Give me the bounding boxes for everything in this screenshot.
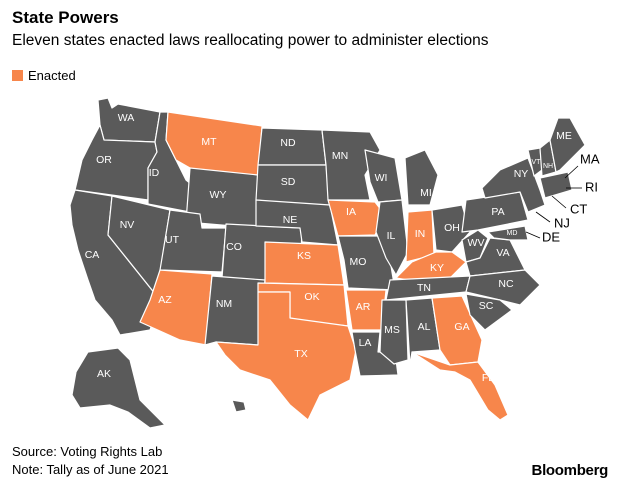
label-AK: AK (97, 368, 111, 380)
label-MO: MO (350, 256, 367, 268)
label-WV: WV (468, 237, 485, 249)
label-AL: AL (418, 321, 431, 333)
label-IL: IL (387, 230, 396, 242)
state-OH (431, 204, 471, 253)
leader-NJ (535, 211, 551, 223)
state-NY (481, 157, 546, 213)
label-ID: ID (149, 167, 160, 179)
chart-subtitle: Eleven states enacted laws reallocating … (12, 32, 489, 49)
label-NE: NE (283, 214, 298, 226)
label-NV: NV (120, 219, 135, 231)
label-AR: AR (356, 301, 371, 313)
label-IN: IN (415, 228, 426, 240)
callout-RI: RI (585, 179, 598, 194)
label-LA: LA (359, 337, 372, 349)
state-NC (465, 269, 541, 306)
tally-note: Note: Tally as of June 2021 (12, 462, 169, 477)
label-PA: PA (491, 206, 504, 218)
label-SD: SD (281, 176, 296, 188)
label-VT: VT (532, 159, 542, 166)
state-NE_SMALL (539, 171, 573, 199)
label-SC: SC (479, 300, 494, 312)
label-NY: NY (514, 168, 529, 180)
state-NM (204, 275, 266, 346)
legend: Enacted (12, 68, 76, 83)
state-HI (231, 399, 247, 413)
label-WI: WI (375, 172, 388, 184)
callout-DE: DE (542, 229, 560, 244)
label-MT: MT (201, 136, 217, 148)
label-CO: CO (226, 241, 242, 253)
state-AL (405, 297, 441, 366)
label-WY: WY (210, 189, 227, 201)
source-note: Source: Voting Rights Lab (12, 444, 163, 459)
label-MD: MD (507, 230, 518, 237)
label-FL: FL (482, 372, 494, 384)
state-FL (411, 351, 509, 421)
label-AZ: AZ (158, 294, 172, 306)
state-TX (215, 291, 357, 421)
state-AK (71, 347, 166, 429)
label-VA: VA (496, 247, 509, 259)
state-MS (379, 299, 409, 365)
legend-label-enacted: Enacted (28, 68, 76, 83)
label-KY: KY (430, 262, 444, 274)
state-MD (487, 225, 529, 241)
label-NM: NM (216, 298, 232, 310)
label-OH: OH (444, 222, 460, 234)
label-WA: WA (118, 112, 135, 124)
bloomberg-logo: Bloomberg (531, 462, 609, 479)
chart-title: State Powers (12, 8, 119, 27)
callout-CT: CT (570, 201, 587, 216)
label-NC: NC (498, 278, 514, 290)
label-TN: TN (417, 282, 431, 294)
state-MI (404, 149, 439, 206)
label-MN: MN (332, 150, 348, 162)
label-CA: CA (85, 249, 100, 261)
label-UT: UT (165, 234, 180, 246)
label-NH: NH (543, 163, 553, 170)
state-AZ (139, 269, 213, 346)
leader-MA (564, 165, 579, 179)
state-MN (321, 129, 381, 201)
label-MI: MI (420, 187, 432, 199)
leader-CT (551, 195, 567, 209)
callout-MA: MA (580, 151, 600, 166)
state-KS (264, 241, 345, 286)
leader-DE (525, 231, 541, 239)
callout-NJ: NJ (554, 215, 570, 230)
label-GA: GA (454, 321, 469, 333)
label-KS: KS (297, 250, 311, 262)
state-IL (375, 199, 409, 276)
legend-swatch-enacted (12, 70, 23, 81)
label-ME: ME (556, 130, 572, 142)
state-ME (549, 117, 586, 173)
label-OK: OK (304, 291, 319, 303)
state-SC (465, 293, 513, 331)
label-IA: IA (346, 206, 356, 218)
label-ND: ND (280, 137, 296, 149)
label-OR: OR (96, 154, 112, 166)
label-TX: TX (294, 348, 307, 360)
label-MS: MS (384, 324, 400, 336)
